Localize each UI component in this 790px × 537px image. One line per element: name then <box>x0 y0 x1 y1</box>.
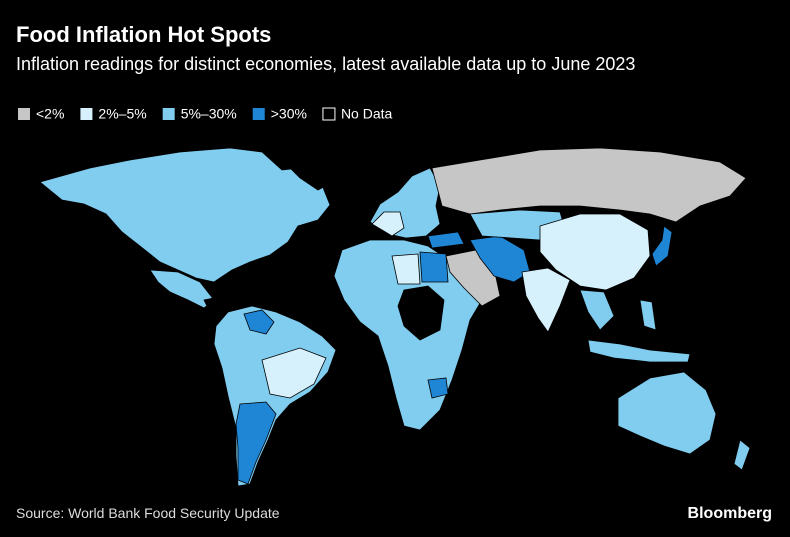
title: Food Inflation Hot Spots <box>16 22 271 47</box>
australia <box>617 371 717 455</box>
greenland <box>267 131 373 191</box>
legend-swatch <box>18 108 30 120</box>
mexico <box>149 269 215 309</box>
subtitle: Inflation readings for distinct economie… <box>16 54 635 74</box>
india <box>521 267 571 333</box>
world-map <box>39 131 751 487</box>
legend-swatch <box>162 108 175 120</box>
western-europe <box>371 211 405 237</box>
southeast-asia <box>579 289 615 331</box>
legend: <2% 2%–5% 5%–30% >30% No Data <box>18 106 393 122</box>
source: Source: World Bank Food Security Update <box>16 505 280 521</box>
legend-label: 2%–5% <box>98 106 146 122</box>
central-africa <box>397 285 445 341</box>
legend-swatch <box>80 108 93 120</box>
egypt <box>419 251 449 283</box>
brazil-east <box>261 347 327 399</box>
legend-label: No Data <box>341 106 393 122</box>
argentina <box>235 401 277 485</box>
russia <box>431 147 747 223</box>
japan <box>651 225 673 267</box>
legend-swatch <box>252 108 265 120</box>
iran-pakistan <box>469 235 531 283</box>
philippines <box>639 299 657 331</box>
indonesia <box>587 339 691 363</box>
legend-label: <2% <box>36 106 64 122</box>
legend-label: 5%–30% <box>181 106 237 122</box>
new-zealand <box>733 439 751 471</box>
brand: Bloomberg <box>688 505 772 522</box>
turkey <box>427 231 465 249</box>
zimbabwe <box>427 377 449 399</box>
legend-label: >30% <box>271 106 307 122</box>
china <box>539 213 651 291</box>
north-america <box>39 147 331 283</box>
venezuela <box>243 309 275 335</box>
legend-swatch <box>322 107 336 121</box>
north-africa <box>391 253 421 285</box>
